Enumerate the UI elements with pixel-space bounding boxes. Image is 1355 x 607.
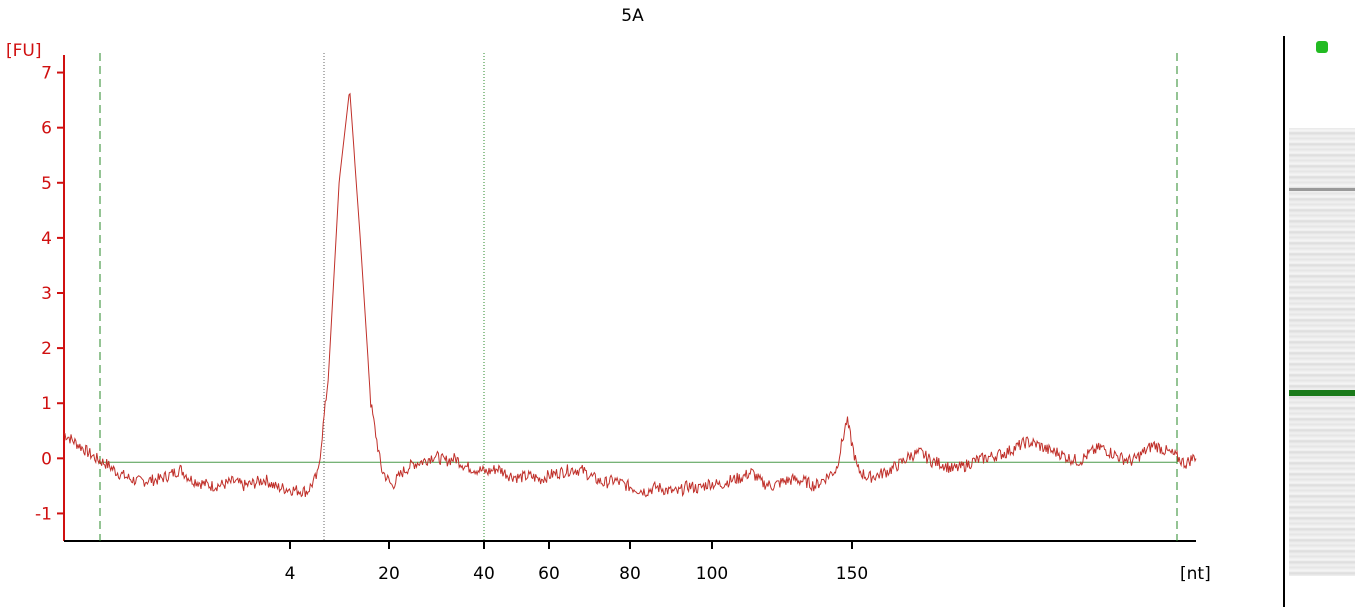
- plot-area: [64, 92, 1197, 498]
- gel-marker: [1316, 41, 1328, 53]
- y-tick-label: 7: [41, 64, 52, 84]
- y-tick-label: 4: [41, 229, 52, 249]
- y-tick-label: 3: [41, 284, 52, 304]
- gel-band: [1289, 389, 1355, 396]
- electropherogram-chart: -1 0 1 2 3 4 5 6 7 4 20 40 60 80 100 150 [FU] [nt]: [6, 41, 1211, 584]
- x-tick-label: 80: [619, 564, 641, 584]
- y-axis-unit: [FU]: [6, 41, 42, 61]
- gel-image: [1283, 36, 1355, 607]
- x-axis-ticks: 4 20 40 60 80 100 150: [285, 541, 868, 584]
- signal-trace: [64, 92, 1197, 498]
- y-tick-label: 0: [41, 449, 52, 469]
- chart-title: 5A: [621, 6, 644, 26]
- gel-band: [1289, 188, 1355, 192]
- x-tick-label: 60: [538, 564, 560, 584]
- axes: [63, 55, 1196, 542]
- x-tick-label: 4: [285, 564, 296, 584]
- x-tick-label: 150: [836, 564, 868, 584]
- guide-lines: [99, 53, 1178, 541]
- gel-lane: [1289, 128, 1355, 576]
- y-tick-label: 1: [41, 394, 52, 414]
- x-tick-label: 20: [378, 564, 400, 584]
- y-tick-label: 2: [41, 339, 52, 359]
- x-axis-unit: [nt]: [1180, 564, 1211, 584]
- y-tick-label: 6: [41, 119, 52, 139]
- y-tick-label: 5: [41, 174, 52, 194]
- x-tick-label: 40: [473, 564, 495, 584]
- y-axis-ticks: -1 0 1 2 3 4 5 6 7: [35, 64, 64, 524]
- x-tick-label: 100: [696, 564, 728, 584]
- y-tick-label: -1: [35, 504, 52, 524]
